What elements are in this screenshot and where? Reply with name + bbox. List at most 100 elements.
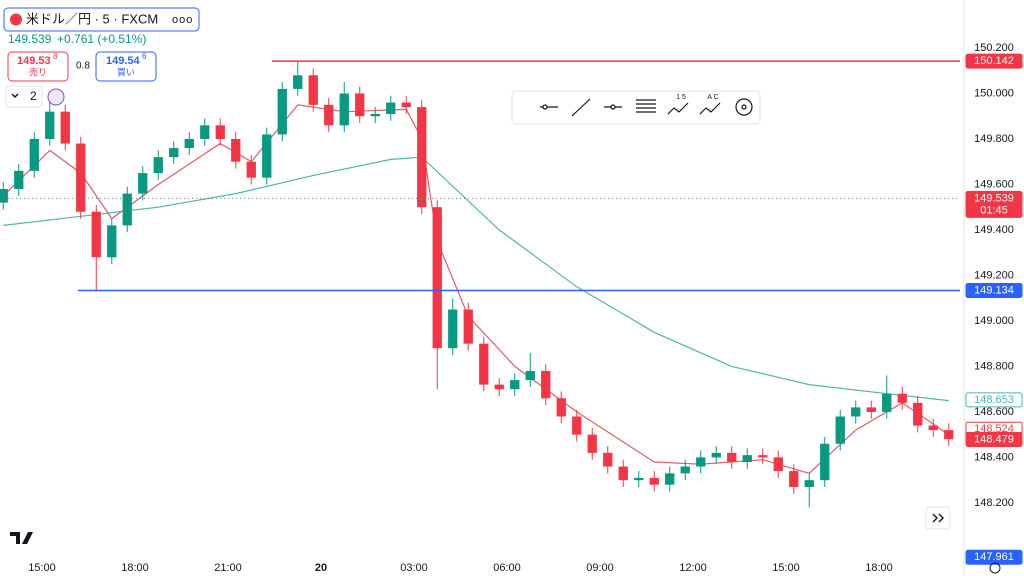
- scroll-icon: [932, 513, 944, 523]
- candle-body: [0, 189, 8, 203]
- y-tick-label: 150.000: [974, 87, 1014, 99]
- candle-body: [882, 393, 892, 412]
- buy-label: 買い: [117, 67, 135, 77]
- candle-body: [510, 380, 520, 390]
- buy-sup: 6: [142, 52, 147, 61]
- candle-body: [60, 111, 70, 144]
- candle-body: [587, 434, 597, 453]
- candle-body: [835, 416, 845, 444]
- candle-body: [401, 102, 411, 108]
- candle-body: [262, 134, 272, 178]
- settings-icon[interactable]: [989, 562, 1001, 574]
- y-tick-label: 149.400: [974, 224, 1014, 236]
- tool-cycle-dot: [741, 104, 747, 110]
- candle-body: [153, 157, 163, 174]
- candle-body: [386, 102, 396, 114]
- countdown: 01:45: [980, 204, 1008, 216]
- candle-body: [339, 93, 349, 126]
- price-label-box: [965, 53, 1023, 69]
- candle-body: [541, 370, 551, 399]
- scroll-button[interactable]: [925, 506, 951, 530]
- y-tick-label: 148.200: [974, 497, 1014, 509]
- price-label: 149.539: [974, 192, 1014, 204]
- tool-pattern[interactable]: [667, 102, 689, 115]
- candle-body: [370, 113, 380, 117]
- candle-body: [804, 480, 814, 487]
- x-tick-label: 09:00: [586, 562, 614, 574]
- x-tick-label: 15:00: [28, 562, 56, 574]
- buy-button[interactable]: [95, 51, 157, 82]
- candle-body: [897, 393, 907, 403]
- candle-body: [618, 466, 628, 481]
- moving-average: [2, 104, 950, 474]
- candle-body: [665, 473, 675, 485]
- indicator-toggle[interactable]: [5, 85, 43, 108]
- x-tick-label: 21:00: [214, 562, 242, 574]
- x-tick-label: 12:00: [679, 562, 707, 574]
- sync-icon[interactable]: [47, 88, 65, 106]
- y-tick-label: 149.800: [974, 133, 1014, 145]
- tool-dot: [610, 104, 616, 110]
- chevron: [11, 93, 19, 99]
- candle-body: [277, 88, 287, 135]
- candle-body: [29, 138, 39, 171]
- candle-body: [820, 443, 830, 481]
- candle-body: [122, 193, 132, 226]
- candle-body: [773, 457, 783, 472]
- tool-fib[interactable]: [636, 99, 656, 113]
- symbol: 米ドル／円 · 5 · FXCM: [26, 11, 158, 26]
- candle-body: [572, 416, 582, 435]
- y-tick-label: 149.200: [974, 269, 1014, 281]
- candle-body: [184, 138, 194, 149]
- tool-cycle[interactable]: [735, 98, 753, 116]
- candle-body: [76, 143, 86, 212]
- logo: [10, 532, 33, 544]
- candle-body: [14, 170, 24, 190]
- candle-body: [246, 161, 256, 178]
- symbol-box[interactable]: [3, 7, 200, 32]
- price-label-box: [965, 431, 1023, 447]
- price-label: 148.479: [974, 433, 1014, 445]
- more[interactable]: ooo: [172, 14, 193, 26]
- price-label: 148.653: [974, 394, 1014, 406]
- candle-body: [417, 107, 427, 208]
- candle-body: [866, 407, 876, 412]
- price: 149.539: [8, 32, 52, 46]
- price-label: 150.142: [974, 55, 1014, 67]
- price-label: 147.961: [974, 551, 1014, 563]
- y-tick-label: 149.600: [974, 178, 1014, 190]
- candle-body: [742, 455, 752, 462]
- price-label: 149.134: [974, 284, 1014, 296]
- candle-body: [215, 125, 225, 139]
- candle-body: [308, 75, 318, 105]
- candle-body: [556, 398, 566, 417]
- candle-body: [45, 111, 55, 139]
- tool-trend[interactable]: [571, 98, 591, 117]
- candle-body: [680, 466, 690, 474]
- candle-body: [851, 407, 861, 417]
- sell-button[interactable]: [7, 51, 69, 82]
- flag-icon: [10, 13, 22, 26]
- candle-body: [463, 309, 473, 344]
- price-label-box: [965, 190, 1023, 218]
- candle-body: [448, 309, 458, 349]
- x-tick-label: 20: [315, 562, 327, 574]
- buy-price: 149.54: [106, 55, 141, 67]
- tool-abcd[interactable]: [699, 102, 721, 115]
- x-tick-label: 03:00: [400, 562, 428, 574]
- price-label-box: [965, 282, 1023, 298]
- candle-body: [944, 430, 954, 440]
- y-tick-label: 148.400: [974, 451, 1014, 463]
- candle-body: [758, 455, 768, 458]
- y-tick-label: 148.800: [974, 360, 1014, 372]
- candle-body: [479, 343, 489, 385]
- price-label-box: [965, 549, 1023, 565]
- spread: 0.8: [76, 61, 90, 72]
- x-tick-label: 06:00: [493, 562, 521, 574]
- indicator-count: 2: [30, 89, 37, 103]
- x-tick-label: 18:00: [865, 562, 893, 574]
- candle-body: [432, 207, 442, 349]
- candle-body: [711, 452, 721, 458]
- candle-body: [928, 425, 938, 431]
